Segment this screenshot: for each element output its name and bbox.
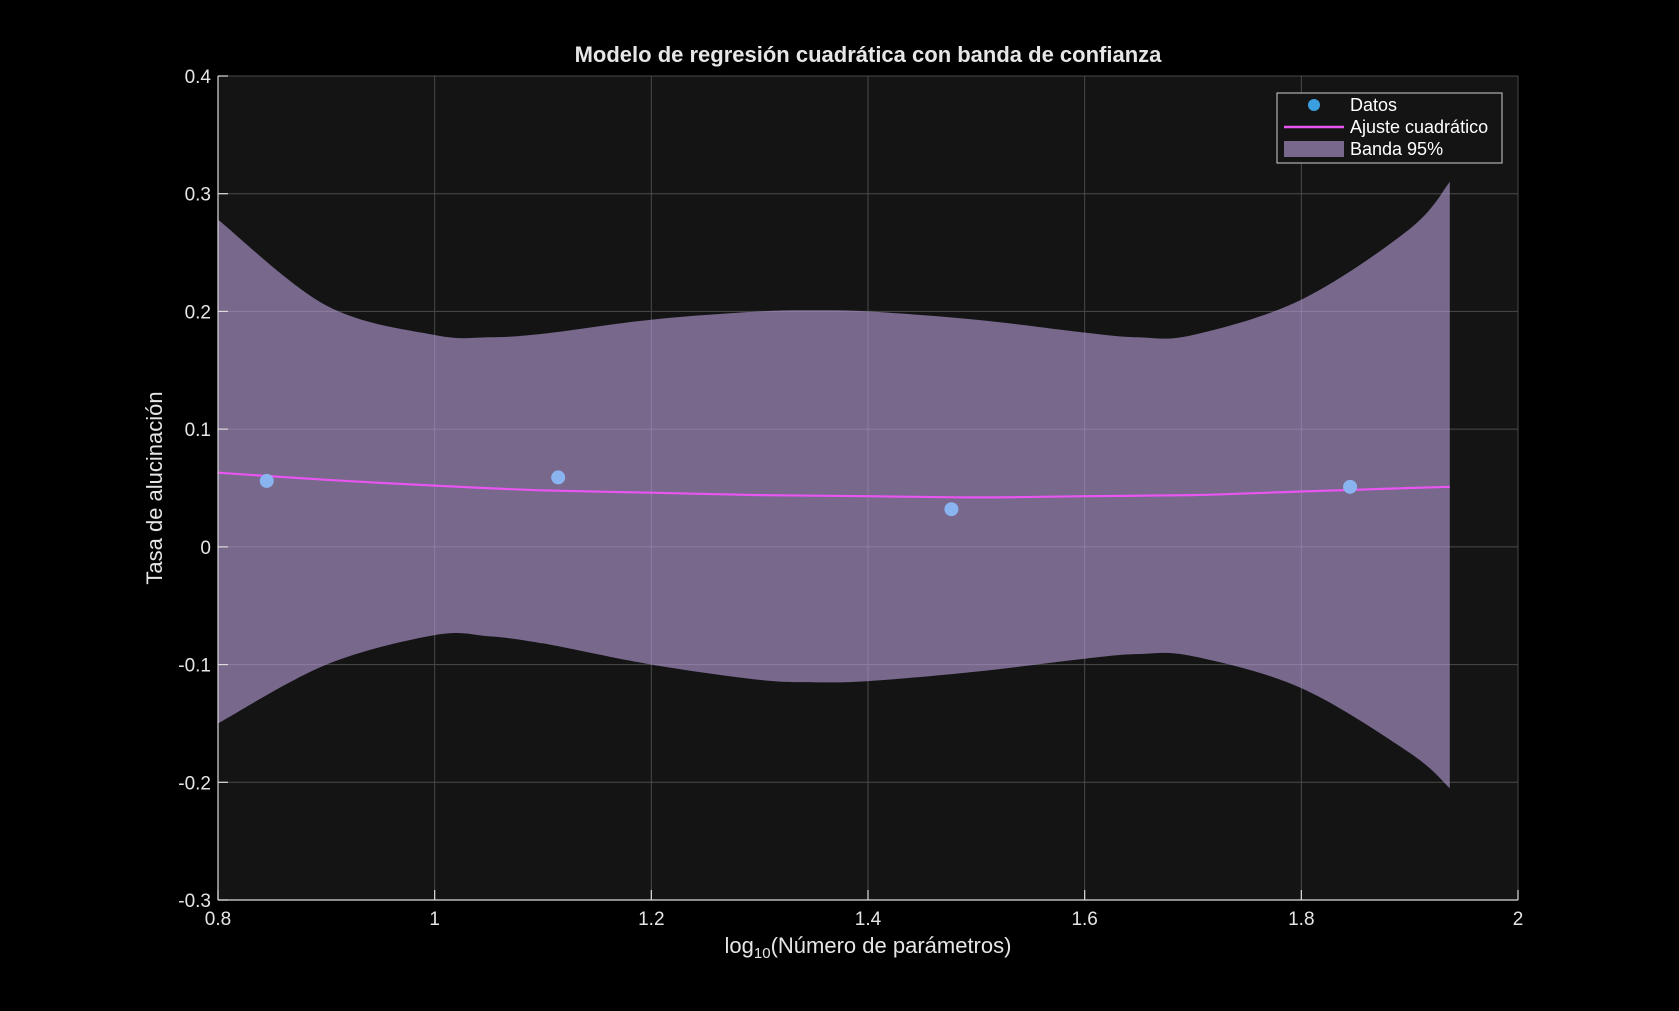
y-tick-label: 0.1 <box>185 420 211 441</box>
tick-labels: 0.8 1 1.2 1.4 1.6 1.8 2 -0.3 -0.2 -0.1 0 0.1 0.2 0.3 0… <box>178 67 1523 930</box>
legend-label: Datos <box>1350 95 1397 115</box>
fit-line <box>217 471 1450 499</box>
x-tick-label: 1.8 <box>1288 909 1314 930</box>
data-points-layer <box>259 470 1358 517</box>
x-tick-label: 1.2 <box>638 909 664 930</box>
y-tick-label: 0.3 <box>185 185 211 206</box>
data-point <box>259 473 274 488</box>
legend-label: Banda 95% <box>1350 139 1443 159</box>
y-tick-label: -0.3 <box>178 891 211 912</box>
x-tick-label: 2 <box>1513 909 1524 930</box>
y-tick-label: 0.4 <box>185 67 212 88</box>
x-tick-label: 1.4 <box>855 909 882 930</box>
confidence-band-layer <box>218 181 1450 789</box>
x-tick-label: 0.8 <box>205 909 231 930</box>
y-tick-label: -0.2 <box>178 773 211 794</box>
x-axis-label-subscript: 10 <box>754 945 771 962</box>
y-tick-label: 0 <box>200 538 211 559</box>
x-axis-label-prefix: log <box>725 933 754 958</box>
fit-line-layer <box>217 471 1450 499</box>
legend-label: Ajuste cuadrático <box>1350 117 1488 137</box>
chart-title: Modelo de regresión cuadrática con banda… <box>575 42 1163 67</box>
x-axis-label-rest: (Número de parámetros) <box>771 933 1012 958</box>
data-point <box>1343 479 1358 494</box>
y-axis-label: Tasa de alucinación <box>142 391 167 584</box>
legend-marker-points <box>1308 99 1320 111</box>
x-tick-label: 1 <box>429 909 440 930</box>
confidence-band <box>218 181 1450 789</box>
y-tick-label: 0.2 <box>185 302 211 323</box>
data-point <box>944 502 959 517</box>
data-point <box>551 470 566 485</box>
legend-marker-band <box>1284 141 1344 157</box>
y-tick-label: -0.1 <box>178 656 211 677</box>
x-axis-label: log10(Número de parámetros) <box>725 933 1012 962</box>
x-tick-label: 1.6 <box>1071 909 1097 930</box>
axes <box>217 75 1519 901</box>
